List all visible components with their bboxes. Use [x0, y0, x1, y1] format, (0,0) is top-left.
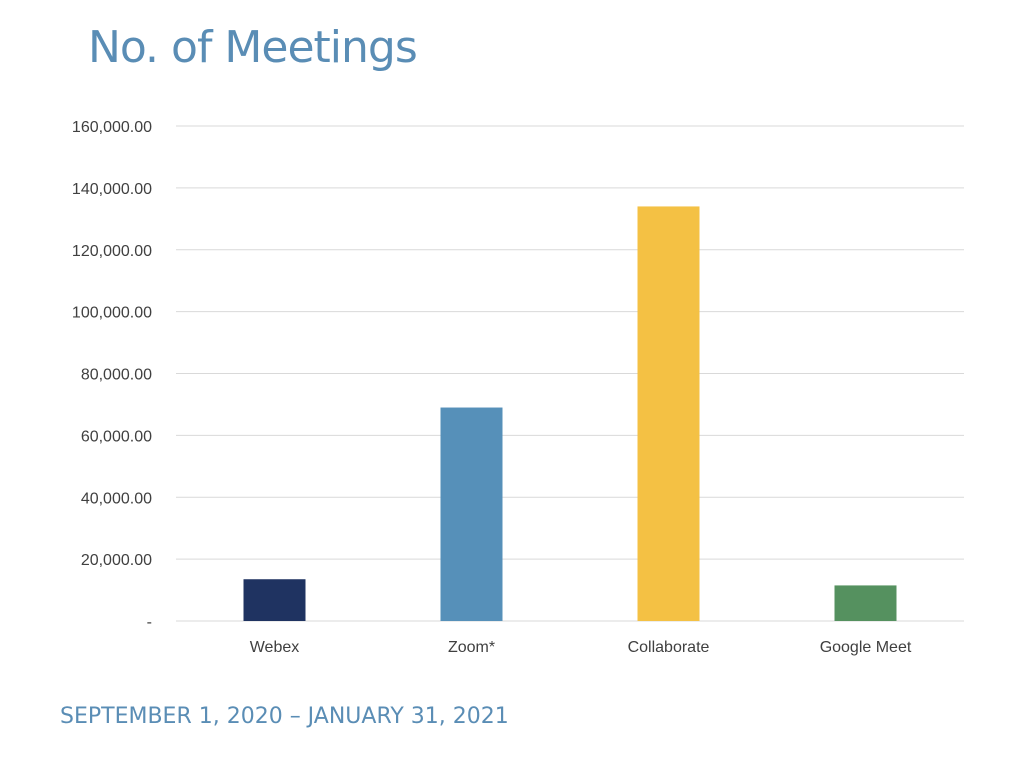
bar-collaborate: [637, 206, 700, 621]
slide-title: No. of Meetings: [88, 22, 418, 73]
y-tick-label: 100,000.00: [72, 305, 152, 322]
y-tick-label: 20,000.00: [81, 552, 152, 569]
x-axis-tick-labels: Webex Zoom* Collaborate Google Meet: [250, 639, 912, 656]
y-tick-label: 120,000.00: [72, 243, 152, 260]
y-tick-label: -: [147, 614, 152, 631]
y-tick-label: 80,000.00: [81, 367, 152, 384]
gridlines: [176, 125, 964, 622]
date-range-footer: SEPTEMBER 1, 2020 – JANUARY 31, 2021: [60, 704, 509, 729]
x-tick-label: Zoom*: [448, 639, 495, 656]
bars: [243, 206, 897, 621]
bar-zoom: [440, 407, 503, 621]
y-tick-label: 60,000.00: [81, 428, 152, 445]
y-tick-label: 140,000.00: [72, 181, 152, 198]
x-tick-label: Collaborate: [628, 639, 710, 656]
bar-google-meet: [834, 585, 897, 621]
x-tick-label: Google Meet: [820, 639, 912, 656]
bar-webex: [243, 579, 306, 621]
y-tick-label: 160,000.00: [72, 119, 152, 136]
y-tick-label: 40,000.00: [81, 490, 152, 507]
y-axis-tick-labels: - 20,000.00 40,000.00 60,000.00 80,000.00 100…: [72, 119, 152, 631]
bar-chart: - 20,000.00 40,000.00 60,000.00 80,000.00 100…: [72, 119, 964, 656]
x-tick-label: Webex: [250, 639, 300, 656]
